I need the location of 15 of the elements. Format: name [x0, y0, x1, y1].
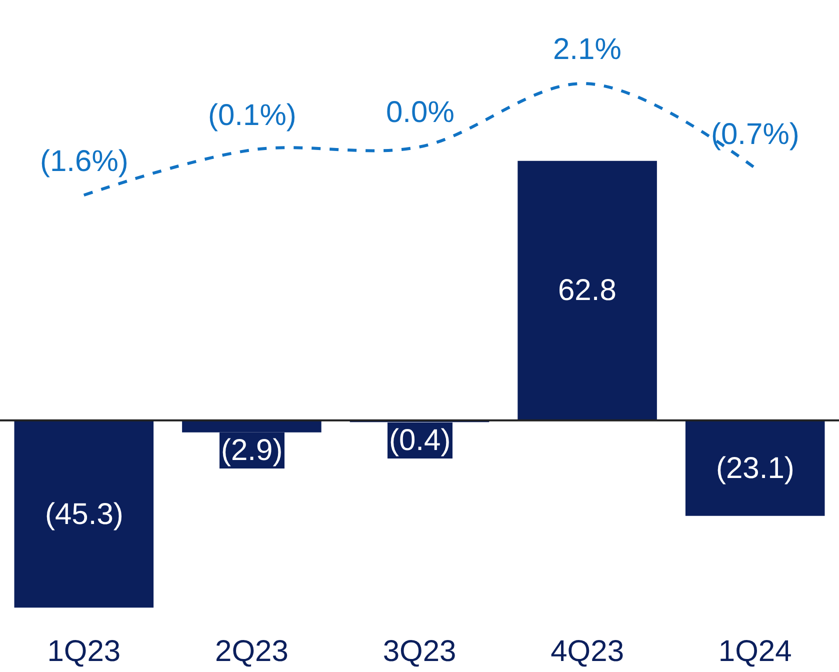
x-tick-label: 4Q23 [550, 635, 624, 668]
x-tick-label: 3Q23 [382, 635, 456, 668]
data-label: (0.7%) [711, 118, 800, 151]
x-tick-label: 1Q24 [718, 635, 792, 668]
data-label: 62.8 [558, 274, 616, 307]
x-tick-label: 2Q23 [215, 635, 288, 668]
data-label: (1.6%) [40, 145, 128, 178]
data-label: (23.1) [716, 452, 794, 485]
data-label: 0.0% [386, 96, 454, 129]
data-label: (2.9) [221, 434, 283, 467]
data-label: (0.1%) [208, 99, 296, 132]
data-label: (45.3) [45, 498, 124, 531]
data-label: (0.4) [389, 424, 451, 457]
x-tick-label: 1Q23 [47, 635, 121, 668]
data-label: 2.1% [553, 33, 622, 66]
